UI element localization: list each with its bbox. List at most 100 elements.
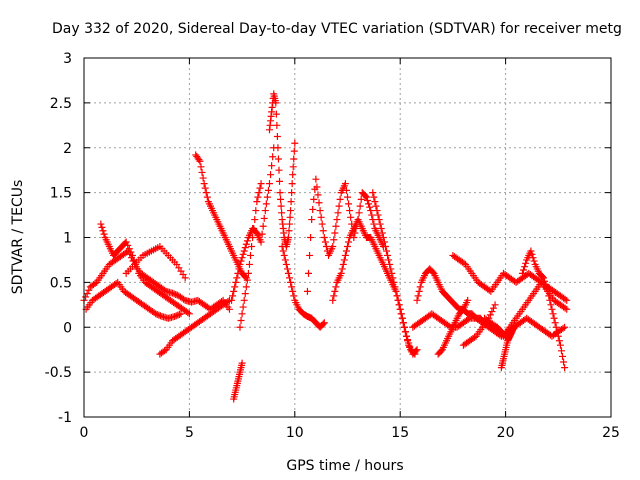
data-point <box>282 260 290 268</box>
data-point <box>286 274 294 282</box>
data-point <box>404 336 412 344</box>
data-point <box>278 209 286 217</box>
data-point <box>380 238 388 246</box>
data-point <box>286 213 294 221</box>
data-point <box>274 155 282 163</box>
data-point <box>276 177 284 185</box>
data-point <box>544 287 552 295</box>
data-point <box>542 281 550 289</box>
data-point <box>170 290 178 298</box>
data-point <box>284 234 292 241</box>
data-point <box>392 287 400 295</box>
data-series-track-11 <box>278 242 328 331</box>
data-point <box>241 290 249 298</box>
data-point <box>308 216 316 224</box>
data-point <box>547 301 555 309</box>
data-point <box>275 166 283 174</box>
data-point <box>248 242 256 250</box>
data-point <box>259 222 267 230</box>
data-point <box>224 297 232 305</box>
data-point <box>529 254 537 262</box>
data-point <box>251 216 259 224</box>
data-point <box>385 256 393 264</box>
data-point <box>378 229 386 237</box>
data-point <box>369 216 377 224</box>
y-tick-label: 0.5 <box>50 275 72 291</box>
data-point <box>486 311 494 319</box>
data-point <box>286 220 294 228</box>
data-point <box>156 312 164 320</box>
data-point <box>172 312 180 320</box>
data-point <box>269 153 277 161</box>
data-point <box>249 234 257 241</box>
data-point <box>563 296 571 304</box>
data-point <box>180 295 188 303</box>
y-tick-label: -1 <box>58 410 72 426</box>
data-point <box>319 320 327 328</box>
data-point <box>241 244 249 252</box>
data-point <box>405 339 413 347</box>
data-point <box>225 305 233 313</box>
data-point <box>230 287 238 295</box>
data-point <box>527 247 535 255</box>
data-point <box>171 312 179 320</box>
data-point <box>239 303 247 311</box>
data-point <box>303 287 311 295</box>
data-point <box>195 156 203 164</box>
data-point <box>460 259 468 267</box>
data-point <box>175 310 183 318</box>
data-point <box>153 310 161 318</box>
data-point <box>247 251 255 259</box>
axis-ticks: 0 5 10 15 20 25 -1 -0.5 0 0.5 1 1.5 2 2.5 3 <box>45 51 620 441</box>
data-point <box>257 238 265 246</box>
x-tick-label: 20 <box>497 425 515 441</box>
data-point <box>541 277 549 285</box>
data-point <box>543 284 551 292</box>
data-point <box>266 180 274 188</box>
data-point <box>198 168 206 176</box>
data-point <box>239 250 247 258</box>
data-point <box>181 274 189 282</box>
data-series-track-2 <box>82 278 185 322</box>
data-point <box>273 133 281 141</box>
data-point <box>316 207 324 215</box>
data-point <box>362 193 370 201</box>
data-point <box>267 171 275 179</box>
data-point <box>161 347 169 355</box>
data-point <box>561 323 569 331</box>
data-point <box>552 323 560 331</box>
data-point <box>331 229 339 237</box>
data-series-track-22 <box>459 301 499 349</box>
data-point <box>91 279 99 287</box>
data-point <box>413 346 421 354</box>
x-tick-label: 5 <box>185 425 194 441</box>
data-point <box>272 110 280 118</box>
data-point <box>561 304 569 312</box>
data-point <box>381 242 389 250</box>
data-point <box>281 256 289 264</box>
data-point <box>313 183 321 191</box>
data-point <box>401 328 409 336</box>
data-point <box>278 242 286 250</box>
data-point <box>124 241 132 249</box>
data-point <box>319 227 327 235</box>
data-point <box>268 162 276 170</box>
data-point <box>273 121 281 129</box>
data-point <box>290 292 298 300</box>
data-point <box>174 311 182 319</box>
data-series-track-18 <box>481 278 571 340</box>
data-point <box>406 342 414 350</box>
data-point <box>229 292 237 300</box>
data-point <box>287 198 295 206</box>
data-point <box>372 202 380 210</box>
data-point <box>528 250 536 258</box>
data-point <box>320 234 328 241</box>
data-point <box>464 296 472 304</box>
data-point <box>355 209 363 217</box>
data-point <box>98 223 106 231</box>
data-point <box>384 251 392 259</box>
data-point <box>257 180 265 188</box>
data-point <box>399 319 407 327</box>
data-point <box>287 278 295 286</box>
